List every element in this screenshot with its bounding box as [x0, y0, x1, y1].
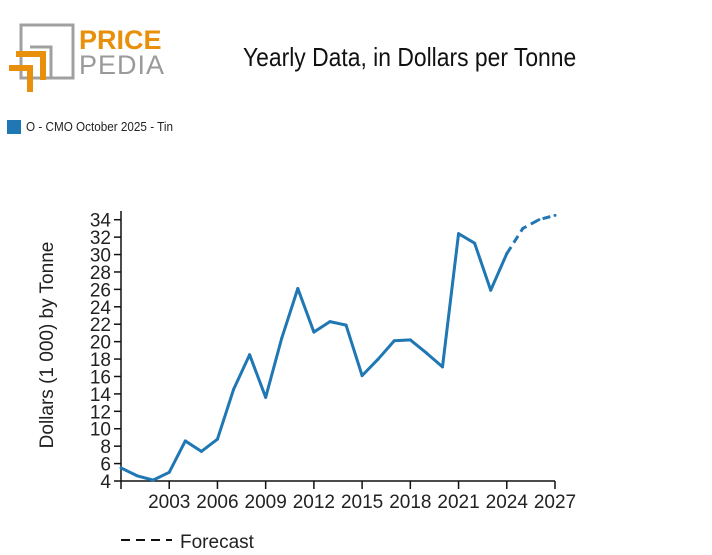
x-tick-label: 2027: [534, 492, 576, 513]
y-tick-label: 34: [90, 211, 112, 232]
y-tick-label: 30: [90, 246, 111, 267]
data-point: [135, 474, 139, 478]
y-tick-label: 18: [90, 350, 111, 371]
forecast-point: [537, 218, 541, 222]
data-point: [232, 388, 236, 392]
pricepedia-logo: [9, 23, 75, 92]
series-line: [120, 232, 509, 482]
data-point: [296, 287, 300, 291]
data-point: [264, 395, 268, 399]
forecast-point: [521, 226, 525, 230]
x-tick-label: 2012: [293, 492, 335, 513]
data-point: [199, 449, 203, 453]
legend-label: O - CMO October 2025 - Tin: [26, 119, 173, 134]
data-point: [360, 374, 364, 378]
y-tick-label: 16: [90, 367, 111, 388]
x-tick-label: 2006: [196, 492, 238, 513]
data-point: [489, 288, 493, 292]
data-point: [215, 437, 219, 441]
y-tick-label: 20: [90, 333, 111, 354]
data-point: [440, 365, 444, 369]
data-point: [328, 320, 332, 324]
x-tick-label: 2018: [389, 492, 431, 513]
legend-item[interactable]: O - CMO October 2025 - Tin: [7, 119, 189, 134]
data-point: [344, 323, 348, 327]
data-point: [151, 478, 155, 482]
x-tick-label: 2015: [341, 492, 383, 513]
data-point: [183, 439, 187, 443]
y-tick-label: 14: [90, 385, 112, 406]
data-point: [473, 241, 477, 245]
y-tick-label: 6: [100, 455, 111, 476]
data-point: [248, 353, 252, 357]
forecast-point: [505, 252, 509, 256]
data-point: [408, 338, 412, 342]
y-axis-label: Dollars (1 000) by Tonne: [37, 242, 58, 449]
logo-text-price: PRICE: [79, 25, 162, 55]
y-tick-label: 4: [100, 472, 111, 493]
y-tick-label: 32: [90, 228, 111, 249]
data-point: [280, 336, 284, 340]
data-point: [312, 330, 316, 334]
y-tick-label: 24: [90, 298, 112, 319]
y-tick-label: 12: [90, 402, 111, 423]
x-tick-label: 2024: [486, 492, 529, 513]
data-point: [424, 351, 428, 355]
data-point: [392, 339, 396, 343]
y-tick-label: 8: [100, 437, 111, 458]
forecast-line: [505, 213, 556, 255]
forecast-legend-label: Forecast: [180, 532, 255, 553]
series-group: [119, 213, 557, 482]
x-tick-label: 2021: [437, 492, 479, 513]
forecast-point: [553, 213, 557, 217]
legend-swatch: [7, 119, 21, 134]
y-tick-label: 26: [90, 280, 111, 301]
y-tick-label: 22: [90, 315, 111, 336]
data-point: [457, 232, 461, 236]
data-point: [167, 470, 171, 474]
y-tick-label: 28: [90, 263, 111, 284]
x-tick-label: 2009: [245, 492, 287, 513]
data-point: [376, 357, 380, 361]
y-tick-label: 10: [90, 420, 111, 441]
x-tick-label: 2003: [148, 492, 190, 513]
logo-text-pedia: PEDIA: [79, 50, 166, 80]
chart-title: Yearly Data, in Dollars per Tonne: [243, 42, 577, 72]
data-point: [119, 466, 123, 470]
